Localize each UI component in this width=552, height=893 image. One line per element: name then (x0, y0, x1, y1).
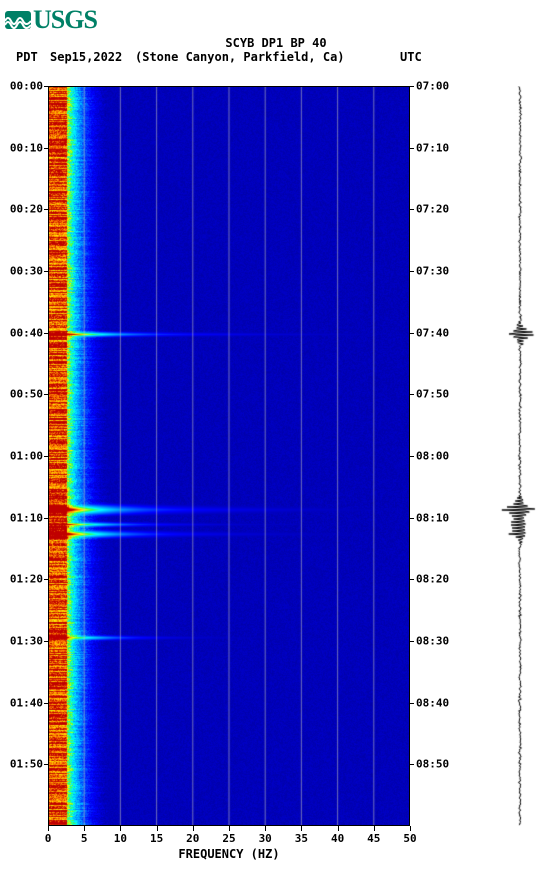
chart-location: (Stone Canyon, Parkfield, Ca) (135, 50, 345, 64)
y-left-tick: 00:00 (0, 80, 43, 93)
usgs-logo-text: USGS (33, 5, 97, 35)
y-left-tick: 01:00 (0, 450, 43, 463)
x-tick: 45 (367, 832, 380, 845)
y-right-tick: 08:40 (416, 696, 460, 709)
y-left-tick: 01:20 (0, 573, 43, 586)
y-right-tick: 08:10 (416, 511, 460, 524)
seismogram-trace (490, 86, 550, 826)
chart-date: Sep15,2022 (50, 50, 122, 64)
x-tick: 10 (114, 832, 127, 845)
usgs-logo: USGS (5, 5, 97, 35)
usgs-wave-icon (5, 11, 31, 29)
tz-right: UTC (400, 50, 422, 64)
spectrogram-plot (48, 86, 410, 826)
y-right-tick: 07:10 (416, 141, 460, 154)
x-tick: 5 (81, 832, 88, 845)
y-left-tick: 00:50 (0, 388, 43, 401)
y-right-tick: 07:00 (416, 80, 460, 93)
seismogram-canvas (490, 86, 550, 826)
station-code: SCYB DP1 BP 40 (0, 36, 552, 50)
x-tick: 40 (331, 832, 344, 845)
spectrogram-canvas (48, 86, 410, 826)
x-tick: 15 (150, 832, 163, 845)
y-left-tick: 01:40 (0, 696, 43, 709)
y-left-tick: 00:30 (0, 265, 43, 278)
y-right-tick: 07:30 (416, 265, 460, 278)
y-right-tick: 08:00 (416, 450, 460, 463)
x-tick: 50 (403, 832, 416, 845)
x-tick: 30 (259, 832, 272, 845)
y-right-tick: 08:50 (416, 758, 460, 771)
x-axis-label: FREQUENCY (HZ) (48, 847, 410, 861)
y-axis-left: 00:0000:1000:2000:3000:4000:5001:0001:10… (3, 86, 47, 826)
y-right-tick: 08:30 (416, 635, 460, 648)
x-tick: 35 (295, 832, 308, 845)
chart-header: SCYB DP1 BP 40 PDT Sep15,2022 (Stone Can… (0, 36, 552, 50)
y-right-tick: 07:40 (416, 326, 460, 339)
y-axis-right: 07:0007:1007:2007:3007:4007:5008:0008:10… (416, 86, 460, 826)
y-left-tick: 00:40 (0, 326, 43, 339)
y-left-tick: 01:30 (0, 635, 43, 648)
y-left-tick: 01:10 (0, 511, 43, 524)
y-left-tick: 01:50 (0, 758, 43, 771)
y-left-tick: 00:20 (0, 203, 43, 216)
x-tick: 20 (186, 832, 199, 845)
y-left-tick: 00:10 (0, 141, 43, 154)
x-tick: 25 (222, 832, 235, 845)
tz-left: PDT (16, 50, 38, 64)
y-right-tick: 08:20 (416, 573, 460, 586)
x-tick: 0 (45, 832, 52, 845)
y-right-tick: 07:20 (416, 203, 460, 216)
y-right-tick: 07:50 (416, 388, 460, 401)
